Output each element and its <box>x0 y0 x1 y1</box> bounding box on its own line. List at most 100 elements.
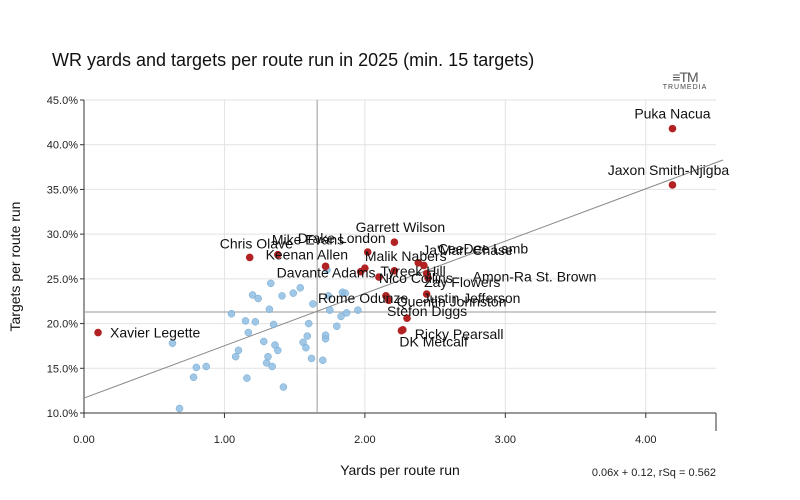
highlighted-point <box>424 274 432 282</box>
data-point <box>234 346 243 355</box>
point-label: Davante Adams <box>277 265 376 281</box>
data-point <box>321 331 330 339</box>
highlighted-point <box>668 181 677 189</box>
highlighted-point <box>245 253 254 262</box>
data-point <box>279 383 288 391</box>
data-points <box>94 124 677 413</box>
x-tick-label: 0.00 <box>73 434 94 446</box>
trumedia-logo-icon: ≡TM <box>672 69 698 85</box>
data-point <box>278 292 286 300</box>
point-label: Stefon Diggs <box>387 303 467 319</box>
data-point <box>302 343 310 352</box>
x-tick-label: 3.00 <box>495 434 516 446</box>
data-point <box>274 346 282 355</box>
regression-equation: 0.06x + 0.12, rSq = 0.562 <box>592 467 716 479</box>
chart-title: WR yards and targets per route run in 20… <box>52 50 535 70</box>
data-point <box>251 318 260 326</box>
highlighted-point <box>356 267 365 276</box>
point-label: Chris Olave <box>220 235 293 251</box>
highlighted-point <box>403 314 411 323</box>
x-axis-label: Yards per route run <box>340 462 460 478</box>
data-point <box>354 306 362 314</box>
highlighted-point <box>384 296 393 305</box>
point-label: Zay Flowers <box>424 274 500 290</box>
point-label: Xavier Legette <box>110 325 200 341</box>
point-label: Quentin Johnston <box>397 293 507 309</box>
data-point <box>168 339 177 347</box>
data-point <box>265 305 274 314</box>
point-labels: Puka Nacua Jaxon Smith-Njigba Garrett Wils… <box>110 106 729 350</box>
y-tick-label: 35.0% <box>47 184 78 196</box>
point-label: Ricky Pearsall <box>415 326 504 342</box>
point-label: Keenan Allen <box>266 246 349 262</box>
data-point <box>260 337 268 346</box>
highlighted-point <box>390 238 399 246</box>
point-label: Amon-Ra St. Brown <box>473 268 597 284</box>
highlighted-point <box>274 250 282 259</box>
source-label: TRUMEDIA <box>662 84 708 91</box>
highlighted-point <box>321 262 330 271</box>
point-label: Tyreek Hill <box>380 263 445 279</box>
y-tick-label: 15.0% <box>47 363 78 375</box>
data-point <box>326 306 334 314</box>
point-label: Drake London <box>298 230 386 246</box>
x-tick-label: 2.00 <box>354 434 375 446</box>
point-label: Mike Evans <box>272 232 344 248</box>
highlighted-point <box>94 328 102 337</box>
highlighted-point <box>375 273 383 281</box>
highlighted-point <box>668 124 677 133</box>
point-label: Rome Odunze <box>318 290 408 306</box>
point-label: Nico Collins <box>379 270 453 286</box>
axes: 10.0% 15.0% 20.0% 25.0% 30.0% 35.0% 40.0% 45.0%… <box>7 95 717 479</box>
data-point <box>175 404 184 413</box>
y-tick-label: 45.0% <box>47 95 78 107</box>
data-point <box>303 332 312 340</box>
data-point <box>244 328 253 337</box>
source-logo: ≡TM TRUMEDIA <box>660 70 710 91</box>
x-tick-label: 4.00 <box>635 434 656 446</box>
y-tick-label: 25.0% <box>47 274 78 286</box>
data-point <box>341 289 349 297</box>
data-point <box>304 319 313 328</box>
point-label: Jaxon Smith-Njigba <box>608 162 730 178</box>
highlighted-point <box>363 248 372 256</box>
data-point <box>268 362 276 371</box>
highlighted-point <box>414 258 423 267</box>
data-point <box>342 309 351 317</box>
point-label: Justin Jefferson <box>423 290 521 306</box>
highlighted-point <box>422 290 431 298</box>
data-point <box>254 294 262 303</box>
data-point <box>296 284 305 292</box>
point-label: CeeDee Lamb <box>438 240 528 256</box>
data-point <box>227 309 236 318</box>
data-point <box>231 352 240 361</box>
y-axis-label: Targets per route run <box>7 202 23 332</box>
highlighted-point <box>397 326 406 335</box>
data-point <box>269 320 278 329</box>
point-label: Puka Nacua <box>634 106 710 122</box>
data-point <box>243 374 251 382</box>
data-point <box>248 291 257 299</box>
data-point <box>319 356 327 364</box>
data-point <box>337 312 345 321</box>
data-point <box>324 292 333 300</box>
data-point <box>289 289 298 297</box>
regression-line <box>83 159 724 399</box>
y-tick-label: 30.0% <box>47 229 78 241</box>
data-point <box>333 322 341 331</box>
y-tick-label: 10.0% <box>47 408 78 420</box>
x-tick-label: 1.00 <box>214 434 235 446</box>
y-tick-label: 20.0% <box>47 319 78 331</box>
y-tick-label: 40.0% <box>47 140 78 152</box>
data-point <box>202 362 210 371</box>
data-point <box>192 363 201 372</box>
point-label: Ja'Marr Chase <box>422 242 513 258</box>
data-point <box>307 354 316 363</box>
data-point <box>189 373 198 381</box>
data-point <box>264 352 272 361</box>
data-point <box>267 279 275 288</box>
data-point <box>309 300 317 308</box>
highlighted-point <box>390 267 399 275</box>
